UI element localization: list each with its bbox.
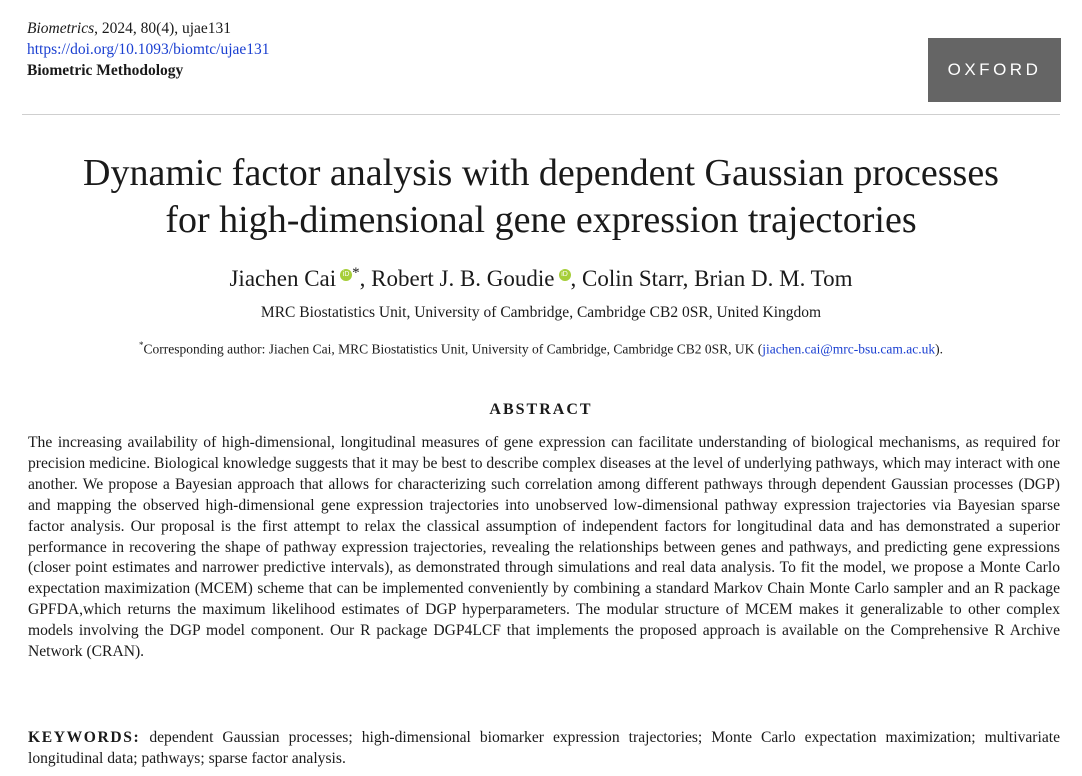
author-4: Brian D. M. Tom <box>694 266 853 291</box>
header-divider <box>22 114 1060 115</box>
author-1: Jiachen Cai <box>229 266 337 291</box>
paper-title: Dynamic factor analysis with dependent G… <box>0 150 1082 244</box>
corresponding-author: *Corresponding author: Jiachen Cai, MRC … <box>0 335 1082 360</box>
keywords-label: KEYWORDS: <box>28 729 141 746</box>
title-line-1: Dynamic factor analysis with dependent G… <box>83 152 999 194</box>
author-list: Jiachen Cai iD *, Robert J. B. Goudie iD, C… <box>229 265 853 291</box>
corresponding-mark: * <box>352 265 360 281</box>
orcid-icon[interactable]: iD <box>340 269 353 281</box>
corr-email-link[interactable]: jiachen.cai@mrc-bsu.cam.ac.uk <box>762 341 936 357</box>
title-line-2: for high-dimensional gene expression tra… <box>165 199 917 241</box>
journal-name: Biometrics <box>27 20 95 37</box>
journal-citation: Biometrics, 2024, 80(4), ujae131 <box>27 18 270 39</box>
author-3: Colin Starr <box>582 266 683 291</box>
corr-mark: * <box>139 340 144 350</box>
keywords: KEYWORDS: dependent Gaussian processes; … <box>28 727 1060 769</box>
author-2: Robert J. B. Goudie <box>371 266 555 291</box>
corr-text: Corresponding author: Jiachen Cai, MRC B… <box>143 341 763 357</box>
abstract-heading: ABSTRACT <box>489 401 593 418</box>
oxford-logo[interactable]: OXFORD <box>928 38 1061 102</box>
affiliation: MRC Biostatistics Unit, University of Ca… <box>260 304 822 321</box>
citation-info: , 2024, 80(4), ujae131 <box>94 20 232 37</box>
doi-link[interactable]: https://doi.org/10.1093/biomtc/ujae131 <box>27 41 270 58</box>
article-meta: Biometrics, 2024, 80(4), ujae131 https:/… <box>27 18 270 81</box>
keywords-text: dependent Gaussian processes; high-dimen… <box>28 729 1060 767</box>
orcid-icon[interactable]: iD <box>558 269 571 281</box>
article-section: Biometric Methodology <box>27 62 184 79</box>
corr-close: ). <box>935 341 943 357</box>
abstract-body: The increasing availability of high-dime… <box>28 434 1060 661</box>
